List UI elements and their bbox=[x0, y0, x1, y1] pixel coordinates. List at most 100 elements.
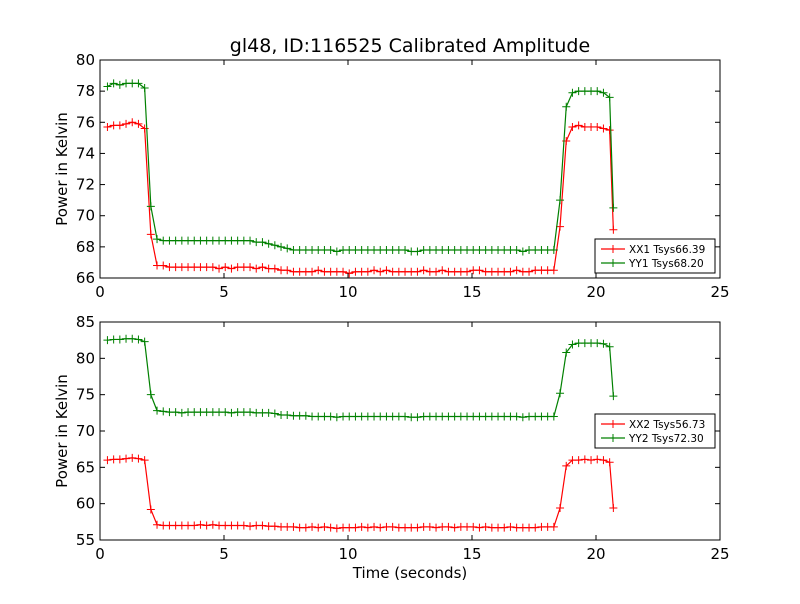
data-point bbox=[568, 88, 577, 97]
data-point bbox=[363, 267, 372, 276]
data-point bbox=[413, 523, 422, 532]
legend-box bbox=[594, 413, 716, 449]
legend: XX1 Tsys66.39 YY1 Tsys68.20 bbox=[594, 238, 716, 274]
data-point bbox=[264, 408, 273, 417]
data-point bbox=[593, 122, 602, 131]
data-point bbox=[370, 266, 379, 275]
y-tick-label: 72 bbox=[76, 176, 95, 194]
y-tick-label: 78 bbox=[76, 82, 95, 100]
data-point bbox=[171, 408, 180, 417]
data-point bbox=[270, 241, 279, 250]
data-point bbox=[332, 413, 341, 422]
data-point bbox=[388, 522, 397, 531]
data-point bbox=[146, 390, 155, 399]
data-point bbox=[549, 412, 558, 421]
data-point bbox=[475, 523, 484, 532]
series-2 bbox=[103, 79, 618, 256]
data-point bbox=[134, 119, 143, 128]
y-tick-label: 76 bbox=[76, 113, 95, 131]
data-point bbox=[146, 505, 155, 514]
legend-box bbox=[594, 238, 716, 274]
data-point bbox=[444, 522, 453, 531]
data-point bbox=[140, 84, 149, 93]
legend-label: XX1 Tsys66.39 bbox=[629, 244, 705, 256]
data-point bbox=[159, 261, 168, 270]
data-point bbox=[314, 523, 323, 532]
y-tick-label: 80 bbox=[76, 51, 95, 69]
x-tick-label: 25 bbox=[710, 545, 729, 563]
y-tick-label: 75 bbox=[76, 386, 95, 404]
data-point bbox=[270, 409, 279, 418]
data-point bbox=[469, 522, 478, 531]
legend: XX2 Tsys56.73 YY2 Tsys72.30 bbox=[594, 413, 716, 449]
legend-marker bbox=[609, 420, 617, 428]
x-tick-label: 10 bbox=[338, 283, 357, 301]
data-point bbox=[246, 236, 255, 245]
y-tick-label: 60 bbox=[76, 495, 95, 513]
data-point bbox=[258, 521, 267, 530]
data-point bbox=[208, 520, 217, 529]
legend-label: XX2 Tsys56.73 bbox=[629, 419, 705, 431]
data-point bbox=[450, 523, 459, 532]
data-point bbox=[115, 455, 124, 464]
data-point bbox=[239, 521, 248, 530]
x-tick-label: 15 bbox=[462, 545, 481, 563]
data-point bbox=[351, 523, 360, 532]
subplot-2: 0 5 10 15 20 25 55 60 65 70 75 80 85 Power in Kelvin T… bbox=[53, 313, 730, 582]
y-tick-label: 80 bbox=[76, 349, 95, 367]
y-axis-label: Power in Kelvin bbox=[53, 374, 71, 488]
data-point bbox=[301, 523, 310, 532]
data-point bbox=[258, 263, 267, 272]
series-line bbox=[107, 121, 614, 274]
series-line bbox=[107, 82, 614, 253]
data-point bbox=[531, 523, 540, 532]
y-tick-label: 70 bbox=[76, 207, 95, 225]
data-point bbox=[605, 458, 614, 467]
data-point bbox=[587, 456, 596, 465]
x-tick-label: 0 bbox=[95, 545, 105, 563]
legend-marker bbox=[609, 259, 617, 267]
data-point bbox=[246, 408, 255, 417]
data-point bbox=[252, 264, 261, 273]
data-point bbox=[283, 411, 292, 420]
data-point bbox=[363, 523, 372, 532]
x-tick-label: 20 bbox=[586, 545, 605, 563]
data-point bbox=[128, 453, 137, 462]
data-point bbox=[401, 412, 410, 421]
data-point bbox=[463, 267, 472, 276]
y-axis-label: Power in Kelvin bbox=[53, 112, 71, 226]
data-point bbox=[605, 342, 614, 351]
data-point bbox=[339, 267, 348, 276]
data-point bbox=[605, 126, 614, 135]
data-point bbox=[221, 408, 230, 417]
chart-title: gl48, ID:116525 Calibrated Amplitude bbox=[230, 35, 590, 57]
data-point bbox=[512, 245, 521, 254]
legend-label: YY1 Tsys68.20 bbox=[628, 258, 704, 270]
data-point bbox=[264, 239, 273, 248]
data-point bbox=[326, 412, 335, 421]
data-point bbox=[506, 267, 515, 276]
data-point bbox=[283, 244, 292, 253]
data-point bbox=[215, 264, 224, 273]
data-point bbox=[308, 267, 317, 276]
data-point bbox=[419, 266, 428, 275]
data-point bbox=[438, 266, 447, 275]
series-1 bbox=[103, 118, 618, 278]
x-axis-label: Time (seconds) bbox=[352, 564, 468, 582]
data-point bbox=[609, 504, 618, 513]
data-point bbox=[270, 264, 279, 273]
data-point bbox=[593, 339, 602, 348]
data-point bbox=[518, 247, 527, 256]
data-point bbox=[512, 266, 521, 275]
data-point bbox=[432, 523, 441, 532]
data-point bbox=[115, 121, 124, 130]
data-point bbox=[506, 522, 515, 531]
data-point bbox=[246, 263, 255, 272]
legend-marker bbox=[609, 434, 617, 442]
data-point bbox=[345, 269, 354, 278]
data-point bbox=[432, 267, 441, 276]
data-point bbox=[593, 87, 602, 96]
subplot-1: 0 5 10 15 20 25 66 68 70 72 74 76 78 80 Power in Kelvi… bbox=[53, 51, 730, 301]
data-point bbox=[370, 522, 379, 531]
